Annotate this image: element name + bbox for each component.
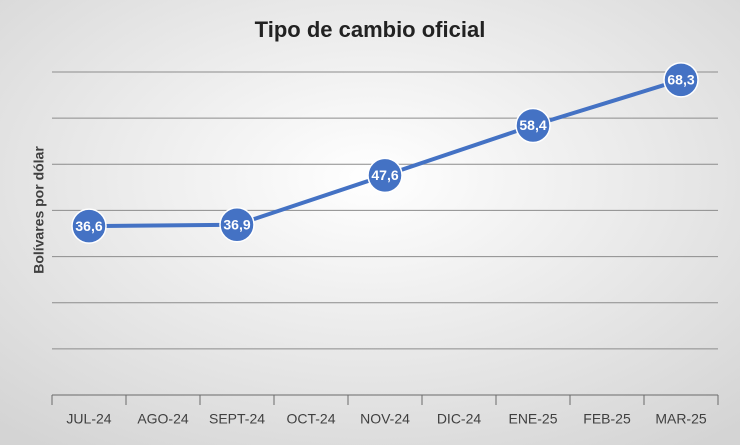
marker — [515, 107, 551, 144]
x-tick-label: NOV-24 — [360, 411, 410, 427]
x-tick-label: AGO-24 — [137, 411, 189, 427]
y-axis-label: Bolívares por dólar — [31, 146, 47, 274]
chart-title: Tipo de cambio oficial — [255, 17, 486, 42]
x-tick-label: MAR-25 — [655, 411, 707, 427]
x-tick-label: ENE-25 — [508, 411, 557, 427]
data-label: 68,3 — [667, 72, 694, 88]
x-tick-label: OCT-24 — [286, 411, 335, 427]
data-label: 36,6 — [75, 218, 102, 234]
x-tick-label: FEB-25 — [583, 411, 631, 427]
marker — [71, 208, 107, 244]
x-tick-label: DIC-24 — [437, 411, 482, 427]
marker — [367, 157, 403, 194]
data-label: 36,9 — [223, 216, 250, 232]
data-label: 47,6 — [371, 167, 398, 183]
x-tick-label: JUL-24 — [66, 411, 111, 427]
x-tick-label: SEPT-24 — [209, 411, 265, 427]
marker — [663, 62, 699, 98]
marker — [219, 206, 255, 243]
data-label: 58,4 — [519, 117, 546, 133]
